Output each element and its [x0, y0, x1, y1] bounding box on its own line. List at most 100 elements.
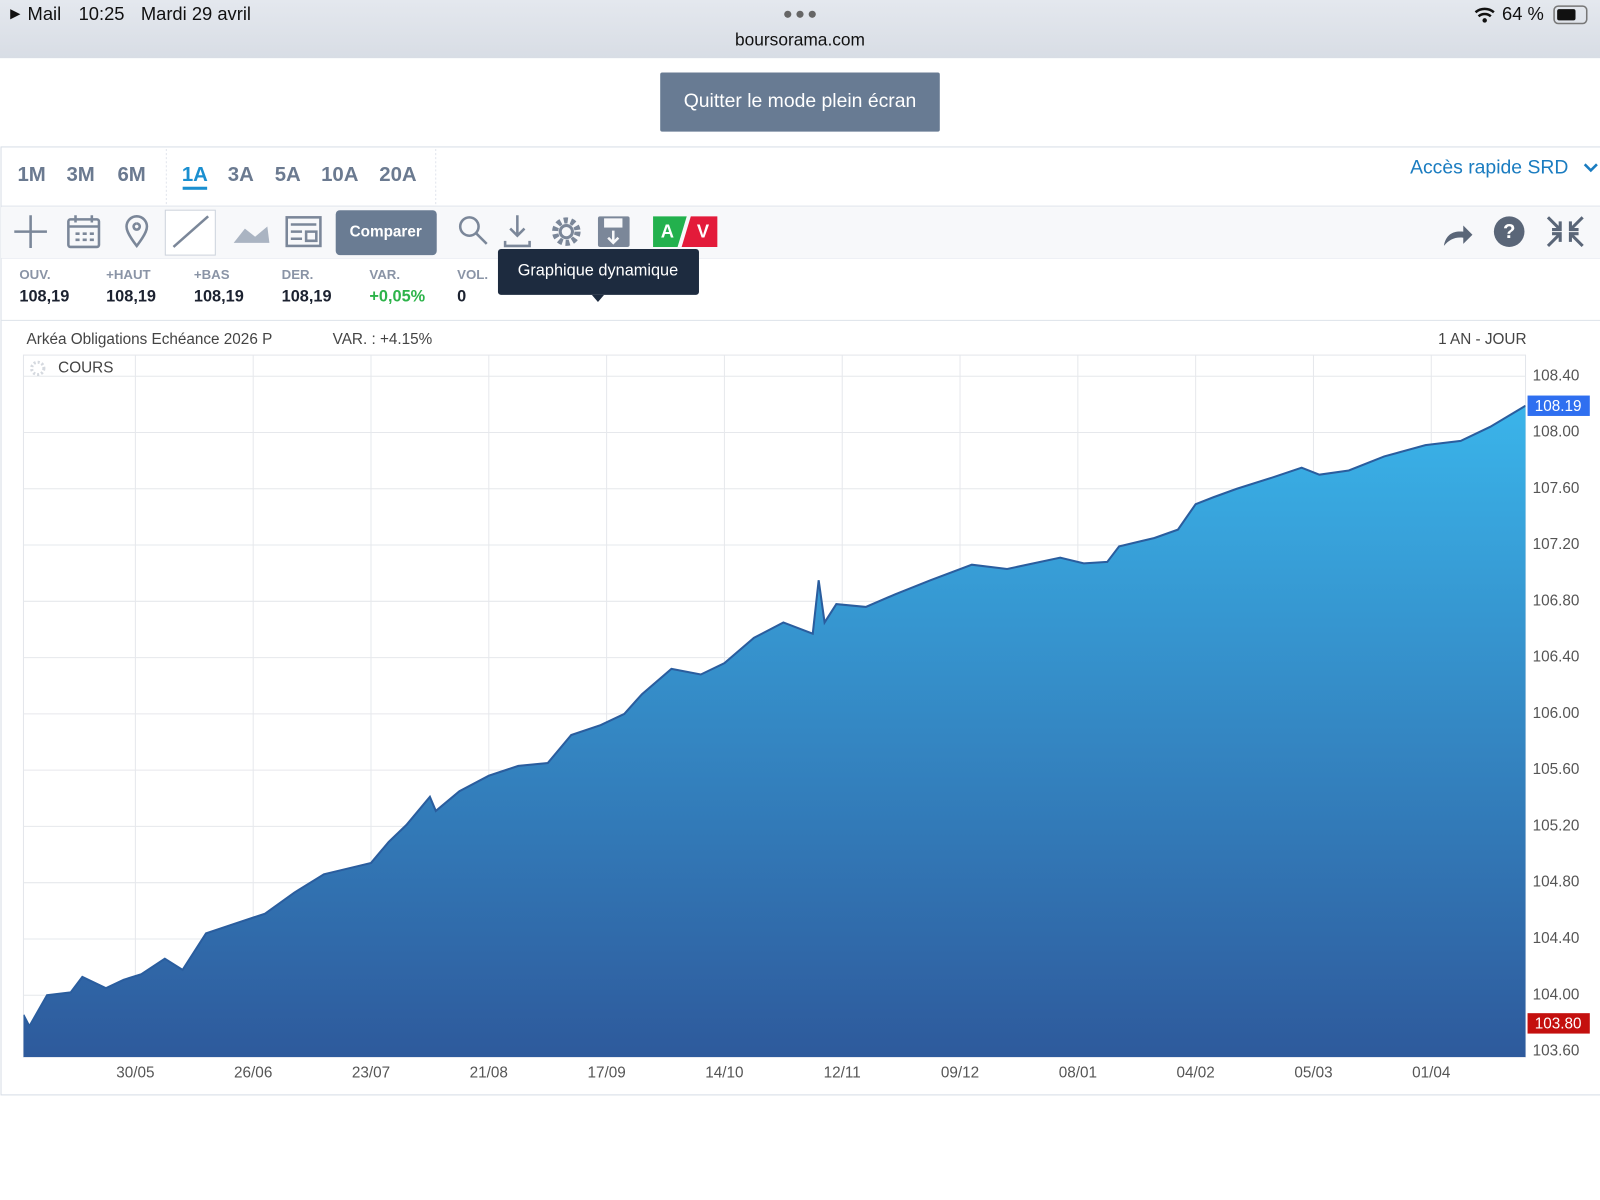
search-icon[interactable] [458, 216, 488, 245]
save-icon[interactable] [597, 216, 630, 247]
plot: 103.60 104.00 104.40 104.80 105.20 105.60 106.… [22, 354, 1590, 1082]
selected-underline [182, 186, 208, 190]
stat-value: 108,19 [19, 287, 69, 305]
x-tick-label: 08/01 [1059, 1065, 1097, 1082]
time: 10:25 [79, 3, 125, 24]
stat-label: +BAS [194, 267, 230, 282]
date: Mardi 29 avril [141, 3, 251, 24]
period-tab[interactable]: 1A [182, 164, 208, 186]
chart-subtitle: VAR. : +4.15% [333, 331, 433, 348]
help-icon[interactable] [1493, 216, 1525, 247]
tooltip [497, 248, 699, 295]
stat-value: 0 [457, 287, 466, 305]
stat-value: +0,05% [369, 287, 425, 305]
calendar-icon[interactable] [67, 215, 101, 249]
buy-label[interactable]: A [661, 220, 674, 241]
area-icon[interactable] [233, 226, 270, 243]
area [23, 405, 1526, 1058]
pin-icon[interactable] [125, 215, 149, 249]
legend-icon [30, 360, 46, 377]
y-tick-label: 105.20 [1533, 817, 1580, 834]
sell-label[interactable]: V [697, 220, 710, 241]
quick-access[interactable]: Accès rapide SRD [1410, 156, 1568, 178]
tooltip-arrow [591, 294, 605, 303]
stat-value: 108,19 [106, 287, 156, 305]
wifi-dot [1482, 18, 1487, 23]
x-tick-label: 23/07 [352, 1065, 390, 1082]
battery-level: 64 % [1502, 3, 1544, 24]
y-tick-label: 104.00 [1533, 986, 1580, 1003]
x-tick-label: 17/09 [587, 1065, 625, 1082]
stat-label: +HAUT [106, 267, 151, 282]
y-tick-label: 108.40 [1533, 367, 1580, 384]
stat-value: 108,19 [282, 287, 332, 305]
toolbar [1, 207, 1600, 259]
period-tab[interactable]: 3A [228, 164, 254, 186]
download-icon[interactable] [503, 215, 531, 248]
buy-button[interactable] [653, 216, 687, 247]
stat-label: VOL. [457, 267, 488, 282]
price-marker [1527, 1013, 1590, 1034]
period-tabs: 1M 3M 6M 1A 3A 5A 10A 20A [17, 164, 417, 190]
stats: OUV. 108,19 +HAUT 108,19 +BAS 108,19 DER. 108,1… [19, 267, 488, 305]
stat-label: OUV. [19, 267, 50, 282]
status-bar [0, 0, 1600, 59]
x-tick-label: 21/08 [470, 1065, 508, 1082]
y-tick-label: 108.00 [1533, 424, 1580, 441]
news-icon[interactable] [285, 216, 322, 248]
y-tick-label: 107.20 [1533, 536, 1580, 553]
stat-label: VAR. [369, 267, 400, 282]
compare-label[interactable]: Comparer [350, 224, 422, 241]
compare-button[interactable] [335, 210, 437, 256]
y-tick-label: 106.40 [1533, 649, 1580, 666]
y-tick-label: 103.60 [1533, 1043, 1580, 1060]
settings-icon[interactable] [552, 217, 581, 246]
period-tab[interactable]: 10A [321, 164, 359, 186]
y-tick-label: 106.00 [1533, 705, 1580, 722]
price-marker [1527, 395, 1590, 416]
chart-title: Arkéa Obligations Echéance 2026 P [27, 331, 273, 348]
x-tick-label: 09/12 [941, 1065, 979, 1082]
url[interactable]: boursorama.com [735, 29, 865, 49]
tooltip-text: Graphique dynamique [518, 262, 679, 280]
period-tab[interactable]: 6M [117, 164, 145, 186]
stat-value: 108,19 [194, 287, 244, 305]
chart-frame [0, 146, 1600, 1096]
x-tick-label: 01/04 [1412, 1065, 1451, 1082]
wifi [1474, 7, 1495, 18]
x-tick-label: 30/05 [116, 1065, 154, 1082]
x-tick-label: 12/11 [824, 1065, 861, 1082]
y-tick-label: 104.80 [1533, 874, 1580, 891]
x-tick-label: 14/10 [705, 1065, 743, 1082]
line-tool-icon[interactable] [172, 215, 210, 248]
dots [784, 10, 816, 18]
period-tab[interactable]: 3M [66, 164, 94, 186]
price-marker-label: 103.80 [1535, 1015, 1582, 1032]
legend-label: COURS [58, 359, 113, 376]
x-tick-label: 05/03 [1294, 1065, 1332, 1082]
back-app[interactable]: Mail [28, 3, 62, 24]
y-tick-label: 106.80 [1533, 592, 1580, 609]
y-tick-label: 107.60 [1533, 480, 1580, 497]
y-tick-label: 105.60 [1533, 761, 1580, 778]
sell-button[interactable] [681, 216, 718, 247]
period-tab[interactable]: 20A [379, 164, 417, 186]
stat-label: DER. [282, 267, 314, 282]
exit-fullscreen-button[interactable] [660, 72, 940, 132]
crosshair-icon[interactable] [14, 215, 47, 248]
collapse-icon[interactable] [1546, 216, 1584, 248]
back-arrow [10, 9, 21, 20]
period-tab[interactable]: 1M [17, 164, 45, 186]
battery-fill [1557, 9, 1576, 21]
period-tab[interactable]: 5A [275, 164, 301, 186]
chevron[interactable] [1583, 163, 1598, 173]
x-tick-label: 26/06 [234, 1065, 272, 1082]
help-glyph[interactable]: ? [1503, 221, 1515, 243]
share-icon[interactable] [1443, 225, 1473, 246]
exit-fullscreen-label[interactable]: Quitter le mode plein écran [684, 90, 917, 112]
y-tick-label: 104.40 [1533, 930, 1580, 947]
battery [1553, 5, 1588, 25]
period-label: 1 AN - JOUR [1438, 331, 1526, 348]
